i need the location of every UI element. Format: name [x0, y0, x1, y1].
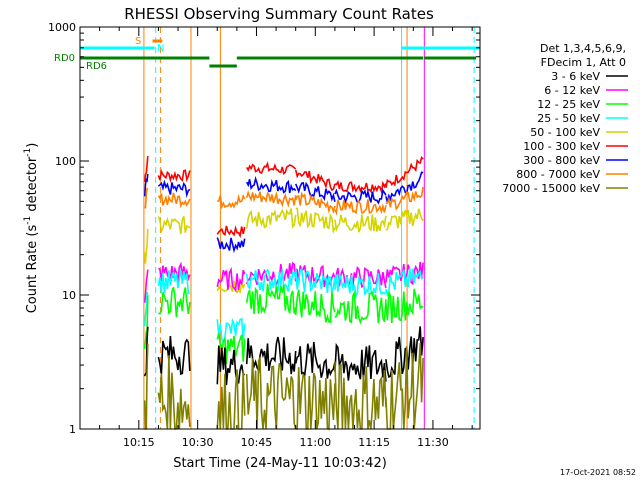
- legend-entry-label: 300 - 800 keV: [523, 154, 600, 167]
- x-tick-label: 11:15: [358, 436, 390, 449]
- flag-label-n: N: [157, 43, 164, 54]
- series-trace: [143, 295, 149, 350]
- series-trace: [143, 173, 149, 197]
- series-trace: [294, 266, 336, 294]
- series-trace: [157, 216, 191, 235]
- series-trace: [143, 269, 149, 303]
- series-trace: [294, 181, 336, 202]
- series-trace: [143, 228, 149, 264]
- series-trace: [385, 171, 424, 203]
- series-trace: [334, 272, 387, 300]
- series-trace: [217, 193, 246, 210]
- series-trace: [216, 225, 246, 239]
- series-trace: [216, 237, 246, 254]
- flag-label-rd6: RD6: [86, 61, 107, 72]
- legend-entry-label: 12 - 25 keV: [537, 98, 600, 111]
- flag-label-s: S: [135, 36, 141, 47]
- series-300-800kev: [143, 171, 424, 254]
- legend: Det 1,3,4,5,6,9, FDecim 1, Att 0 3 - 6 k…: [502, 42, 628, 195]
- y-tick-label: 100: [55, 155, 76, 168]
- series-trace: [385, 186, 424, 211]
- series-trace: [294, 191, 336, 215]
- series-trace: [216, 266, 246, 293]
- series-trace: [334, 214, 387, 233]
- series-trace: [385, 326, 424, 378]
- series-trace: [334, 199, 387, 216]
- series-trace: [245, 268, 297, 292]
- series-trace: [385, 268, 424, 298]
- series-100-300kev: [143, 156, 424, 239]
- series-trace: [143, 291, 149, 327]
- series-trace: [334, 289, 387, 325]
- series-3-6kev: [143, 326, 424, 386]
- legend-entry-label: 100 - 300 keV: [523, 140, 600, 153]
- series-trace: [245, 190, 297, 208]
- x-tick-label: 10:15: [123, 436, 155, 449]
- chart-title: RHESSI Observing Summary Count Rates: [124, 5, 434, 23]
- y-axis-label: Count Rate (s-1 detector-1): [23, 143, 40, 314]
- series-trace: [245, 357, 297, 430]
- series-trace: [157, 179, 191, 198]
- legend-header-2: FDecim 1, Att 0: [541, 56, 626, 69]
- series-800-7000kev: [144, 186, 424, 216]
- series-trace: [385, 156, 424, 188]
- x-tick-label: 10:30: [182, 436, 214, 449]
- series-trace: [294, 289, 336, 324]
- series-trace: [294, 169, 336, 192]
- legend-header-1: Det 1,3,4,5,6,9,: [540, 42, 626, 55]
- x-axis-label: Start Time (24-May-11 10:03:42): [173, 456, 387, 471]
- series-trace: [246, 161, 297, 176]
- series-trace: [334, 188, 387, 205]
- legend-entry-label: 50 - 100 keV: [530, 126, 600, 139]
- series-trace: [216, 280, 246, 294]
- y-tick-label: 1: [69, 423, 76, 436]
- series-trace: [385, 208, 424, 231]
- series-trace: [334, 180, 387, 195]
- series-trace: [144, 187, 149, 209]
- series-trace: [143, 156, 149, 182]
- timestamp: 17-Oct-2021 08:52: [560, 468, 636, 477]
- x-tick-label: 11:30: [417, 436, 449, 449]
- flag-label-rd0: RD0: [54, 53, 75, 64]
- x-tick-label: 10:45: [241, 436, 273, 449]
- legend-entry-label: 25 - 50 keV: [537, 112, 600, 125]
- series-trace: [245, 283, 297, 315]
- series-trace: [245, 175, 297, 194]
- series-trace: [385, 342, 424, 430]
- legend-entry-label: 6 - 12 keV: [544, 84, 600, 97]
- series-50-100kev: [143, 207, 424, 294]
- series-trace: [157, 168, 191, 183]
- series-25-50kev: [143, 266, 424, 344]
- legend-entry-label: 7000 - 15000 keV: [502, 182, 600, 195]
- x-tick-label: 11:00: [299, 436, 331, 449]
- series-trace: [294, 341, 336, 379]
- series-trace: [385, 288, 424, 323]
- series-trace: [334, 342, 387, 382]
- series-trace: [245, 208, 297, 229]
- y-tick-label: 10: [62, 289, 76, 302]
- legend-entry-label: 3 - 6 keV: [551, 70, 600, 83]
- series-trace: [157, 336, 191, 376]
- series-trace: [295, 207, 336, 235]
- series-trace: [157, 192, 191, 209]
- series-trace: [157, 355, 191, 430]
- plot-frame: [79, 26, 481, 430]
- series-trace: [245, 336, 297, 375]
- series-trace: [158, 286, 191, 318]
- series-trace: [216, 345, 245, 386]
- series-trace: [157, 270, 190, 295]
- legend-entry-label: 800 - 7000 keV: [516, 168, 600, 181]
- series-trace: [216, 317, 246, 344]
- y-tick-label: 1000: [48, 21, 76, 34]
- series-12-25kev: [143, 283, 424, 364]
